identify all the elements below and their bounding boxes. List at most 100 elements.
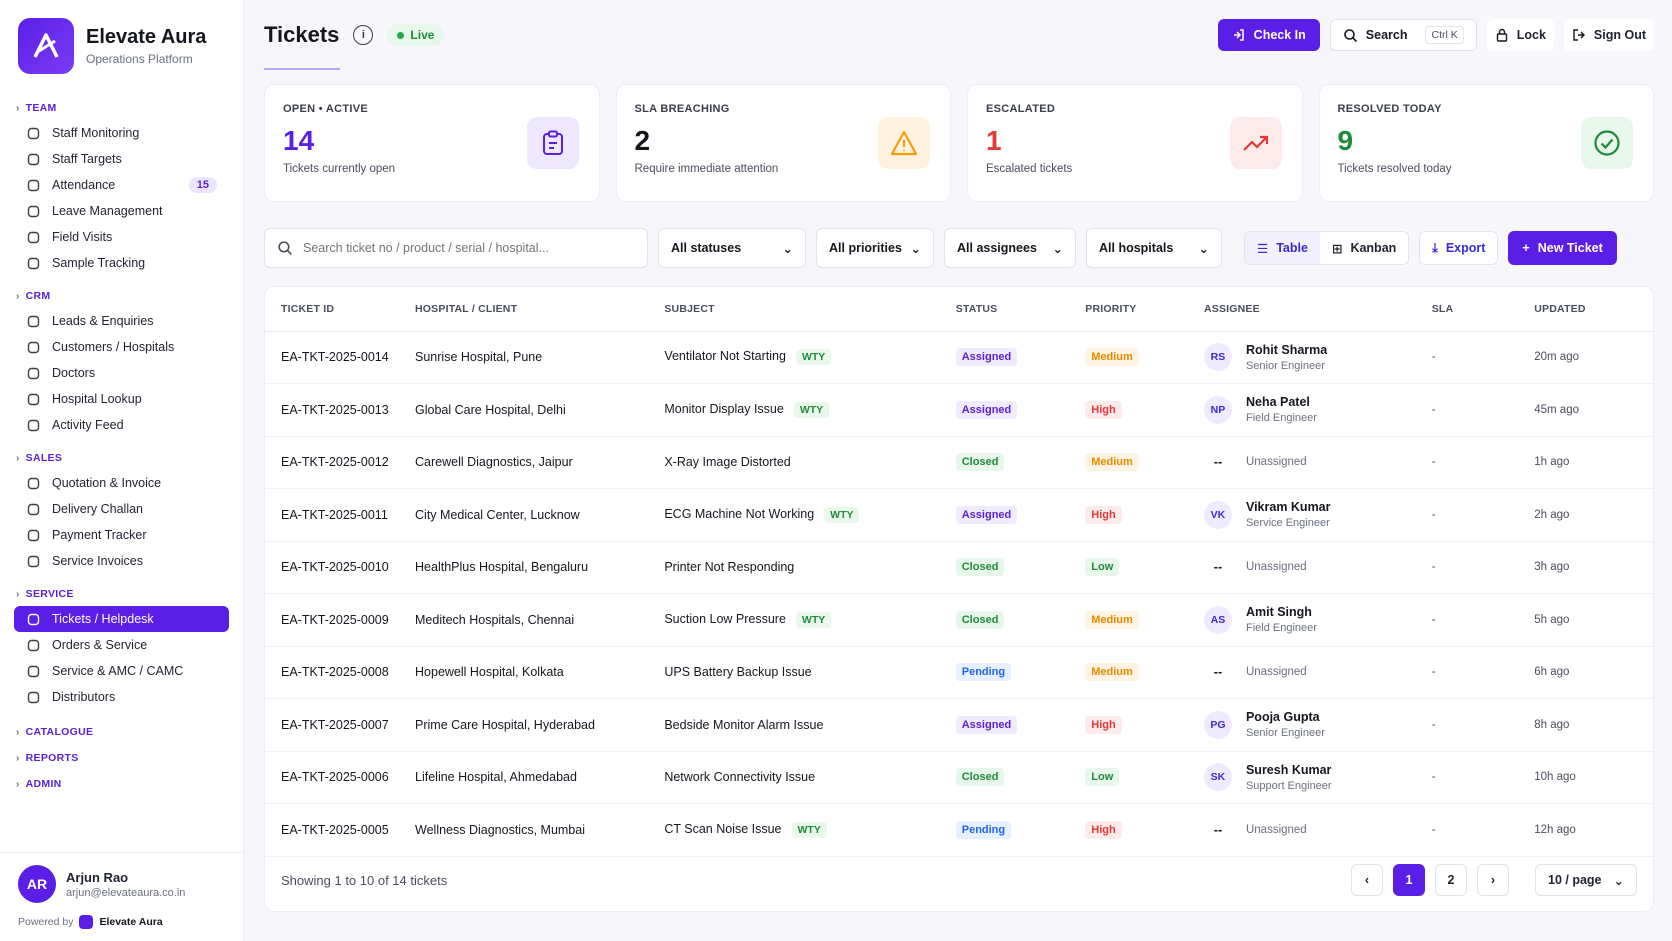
sidebar-item-payment-tracker[interactable]: Payment Tracker [14, 522, 229, 548]
users-icon [26, 340, 40, 354]
kanban-view-button[interactable]: ⊞ Kanban [1320, 232, 1408, 264]
column-header[interactable]: SLA [1431, 287, 1535, 332]
chevron-left-icon: ‹ [1364, 873, 1370, 887]
sidebar-item-doctors[interactable]: Doctors [14, 360, 229, 386]
status-filter[interactable]: All statuses ⌄ [658, 228, 806, 268]
ticket-id[interactable]: EA-TKT-2025-0009 [265, 593, 416, 647]
nav-section-sales[interactable]: › SALES [16, 452, 229, 464]
status-cell: Closed [955, 593, 1086, 647]
ticket-id[interactable]: EA-TKT-2025-0010 [265, 541, 416, 594]
assignee-role: Senior Engineer [1245, 359, 1325, 372]
check-in-button[interactable]: Check In [1217, 19, 1320, 51]
status-cell: Assigned [955, 331, 1086, 384]
stat-card-1[interactable]: SLA BREACHING 2 Require immediate attent… [615, 84, 951, 202]
assignee-filter[interactable]: All assignees ⌄ [944, 228, 1076, 268]
prev-page-button[interactable]: ‹ [1351, 864, 1383, 896]
sidebar-item-label: Activity Feed [52, 418, 124, 432]
stat-card-3[interactable]: RESOLVED TODAY 9 Tickets resolved today [1318, 84, 1654, 202]
sidebar-item-distributors[interactable]: Distributors [14, 684, 229, 710]
sidebar-item-delivery-challan[interactable]: Delivery Challan [14, 496, 229, 522]
avatar[interactable]: AR [18, 865, 56, 903]
new-ticket-button[interactable]: + New Ticket [1508, 231, 1617, 265]
column-header[interactable]: HOSPITAL / CLIENT [415, 287, 665, 332]
priority-badge: Medium [1085, 663, 1139, 682]
nav-section-team[interactable]: › TEAM [16, 102, 229, 114]
per-page-select[interactable]: 10 / page ⌄ [1535, 864, 1637, 896]
nav-section-catalogue[interactable]: › CATALOGUE [16, 726, 229, 738]
next-page-button[interactable]: › [1477, 864, 1509, 896]
page-button-2[interactable]: 2 [1435, 864, 1467, 896]
user-panel[interactable]: AR Arjun Rao arjun@elevateaura.co.in Pow… [0, 852, 243, 941]
column-header[interactable]: ASSIGNEE [1203, 287, 1432, 332]
assignee-avatar: SK [1203, 763, 1232, 792]
chevron-right-icon: › [16, 588, 20, 600]
sidebar-item-hospital-lookup[interactable]: Hospital Lookup [14, 386, 229, 412]
lock-button[interactable]: Lock [1486, 19, 1554, 51]
search-icon [278, 241, 292, 255]
priority-filter[interactable]: All priorities ⌄ [816, 228, 934, 268]
sidebar-item-sample-tracking[interactable]: Sample Tracking [14, 250, 229, 276]
column-header[interactable]: UPDATED [1534, 287, 1653, 332]
sidebar-item-leads-enquiries[interactable]: Leads & Enquiries [14, 308, 229, 334]
ticket-id[interactable]: EA-TKT-2025-0006 [265, 751, 416, 804]
table-row[interactable]: EA-TKT-2025-0005 Wellness Diagnostics, M… [265, 803, 1653, 857]
chevron-down-icon: ⌄ [1613, 873, 1624, 888]
ticket-id[interactable]: EA-TKT-2025-0011 [265, 488, 416, 542]
sidebar-item-service-invoices[interactable]: Service Invoices [14, 548, 229, 574]
table-row[interactable]: EA-TKT-2025-0010 HealthPlus Hospital, Be… [265, 541, 1653, 594]
nav-section-admin[interactable]: › ADMIN [16, 778, 229, 790]
nav-section-crm[interactable]: › CRM [16, 290, 229, 302]
sidebar-item-staff-targets[interactable]: Staff Targets [14, 146, 229, 172]
table-row[interactable]: EA-TKT-2025-0006 Lifeline Hospital, Ahme… [265, 751, 1653, 804]
search-icon [1343, 28, 1357, 42]
search-button[interactable]: Search Ctrl K [1329, 19, 1477, 51]
sidebar-item-tickets-helpdesk[interactable]: Tickets / Helpdesk [14, 606, 229, 632]
table-row[interactable]: EA-TKT-2025-0009 Meditech Hospitals, Che… [265, 593, 1653, 647]
stat-card-2[interactable]: ESCALATED 1 Escalated tickets [967, 84, 1303, 202]
sidebar-item-quotation-invoice[interactable]: Quotation & Invoice [14, 470, 229, 496]
table-row[interactable]: EA-TKT-2025-0011 City Medical Center, Lu… [265, 488, 1653, 542]
sidebar-item-label: Staff Monitoring [52, 126, 140, 140]
sign-out-button[interactable]: Sign Out [1563, 19, 1654, 51]
nav-section-service[interactable]: › SERVICE [16, 588, 229, 600]
table-view-button[interactable]: ☰ Table [1245, 232, 1320, 264]
sidebar-item-customers-hospitals[interactable]: Customers / Hospitals [14, 334, 229, 360]
column-header[interactable]: PRIORITY [1085, 287, 1204, 332]
assignee-cell: SK Suresh Kumar Support Engineer [1203, 751, 1432, 804]
sidebar-item-leave-management[interactable]: Leave Management [14, 198, 229, 224]
export-button[interactable]: ⤓ Export [1419, 231, 1499, 265]
check-circle-icon [1581, 117, 1633, 169]
ticket-search-input[interactable] [303, 241, 603, 255]
info-icon[interactable]: i [353, 25, 374, 45]
ticket-id[interactable]: EA-TKT-2025-0005 [265, 803, 416, 857]
column-header[interactable]: SUBJECT [664, 287, 956, 332]
sidebar-item-attendance[interactable]: Attendance 15 [14, 172, 229, 198]
ticket-id[interactable]: EA-TKT-2025-0014 [265, 331, 416, 384]
stat-card-0[interactable]: OPEN • ACTIVE 14 Tickets currently open [264, 84, 600, 202]
column-header[interactable]: STATUS [955, 287, 1086, 332]
table-row[interactable]: EA-TKT-2025-0007 Prime Care Hospital, Hy… [265, 698, 1653, 752]
sidebar-item-staff-monitoring[interactable]: Staff Monitoring [14, 120, 229, 146]
sidebar-item-label: Leave Management [52, 204, 163, 218]
ticket-id[interactable]: EA-TKT-2025-0012 [265, 436, 416, 489]
sidebar-item-orders-service[interactable]: Orders & Service [14, 632, 229, 658]
assignee-unassigned: Unassigned [1245, 666, 1307, 679]
subject-cell: Suction Low Pressure WTY [664, 593, 956, 647]
column-header[interactable]: TICKET ID [265, 287, 416, 332]
sidebar-item-label: Orders & Service [52, 638, 148, 652]
ticket-id[interactable]: EA-TKT-2025-0007 [265, 698, 416, 752]
table-row[interactable]: EA-TKT-2025-0012 Carewell Diagnostics, J… [265, 436, 1653, 489]
hospital-filter[interactable]: All hospitals ⌄ [1086, 228, 1222, 268]
ticket-id[interactable]: EA-TKT-2025-0013 [265, 383, 416, 437]
page-button-1[interactable]: 1 [1393, 864, 1425, 896]
table-row[interactable]: EA-TKT-2025-0013 Global Care Hospital, D… [265, 383, 1653, 437]
sidebar-item-service-amc-camc[interactable]: Service & AMC / CAMC [14, 658, 229, 684]
table-row[interactable]: EA-TKT-2025-0008 Hopewell Hospital, Kolk… [265, 646, 1653, 699]
assignee-name: Neha Patel [1245, 395, 1310, 410]
sidebar-item-activity-feed[interactable]: Activity Feed [14, 412, 229, 438]
ticket-search[interactable] [264, 228, 648, 268]
ticket-id[interactable]: EA-TKT-2025-0008 [265, 646, 416, 699]
table-row[interactable]: EA-TKT-2025-0014 Sunrise Hospital, Pune … [265, 331, 1653, 384]
sidebar-item-field-visits[interactable]: Field Visits [14, 224, 229, 250]
nav-section-reports[interactable]: › REPORTS [16, 752, 229, 764]
